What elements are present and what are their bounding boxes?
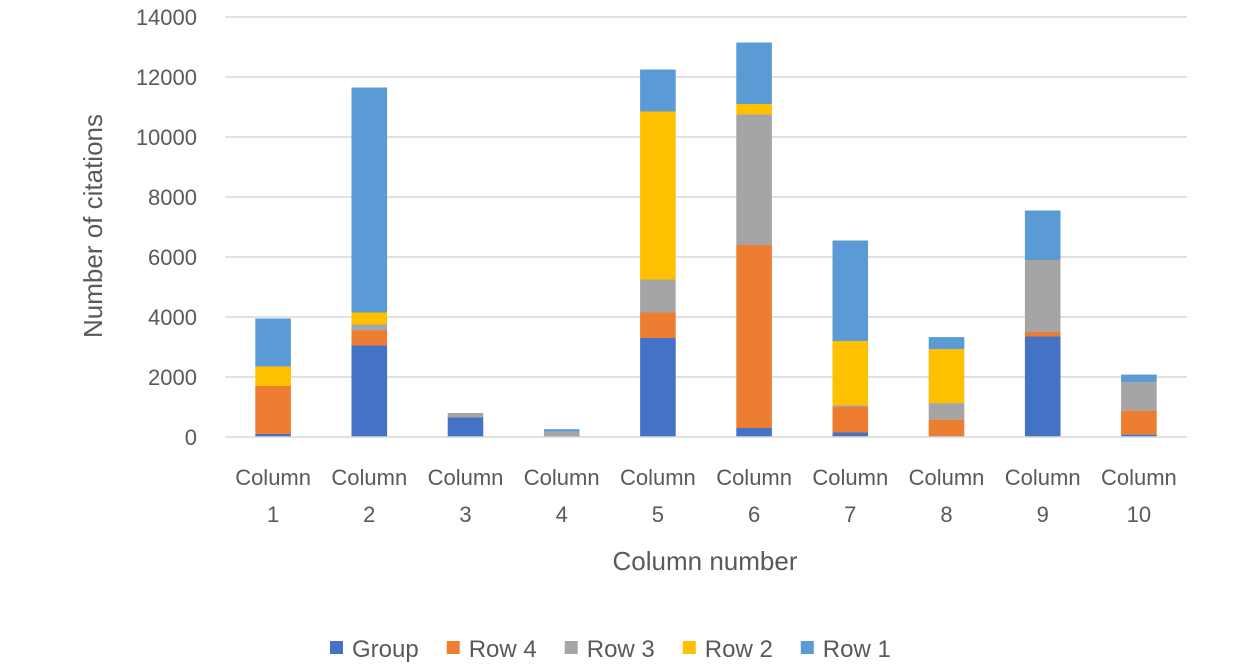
bar-segment [1121,410,1157,435]
bar-segment [640,69,676,112]
bar-segment [832,341,869,406]
bar-segment [928,337,965,350]
legend-swatch [564,641,578,654]
x-tick-label: Column [620,465,696,490]
bar-segment [640,338,676,437]
y-tick-label: 10000 [136,125,197,150]
bar-segment [832,432,869,437]
x-tick-label: Column [812,465,888,490]
y-tick-label: 8000 [148,185,197,210]
bar-segment [255,318,291,367]
bar-segment [640,111,676,280]
bar-segment [928,349,965,404]
legend-label: Row 4 [469,636,537,663]
bar-segment [351,324,388,331]
bar-segment [832,405,869,407]
y-tick-label: 12000 [136,65,197,90]
legend-swatch [800,641,814,654]
bar-segment [736,114,772,245]
x-tick-label: Column [716,465,792,490]
bar-segment [1024,260,1061,332]
bar-segment [351,87,388,313]
bar-segment [255,386,291,434]
bar-segment [351,330,388,346]
bar-segment [1121,374,1157,383]
bar-segment [928,403,965,420]
bar-segment [255,434,291,437]
bar-segment [928,419,965,437]
bar-segment [640,312,676,338]
x-tick-label: Column [428,465,504,490]
x-tick-label: 4 [556,502,568,527]
legend-label: Row 1 [823,636,891,663]
x-tick-label: Column [235,465,311,490]
bar-segment [1024,210,1061,260]
bar-segment [255,366,291,386]
bar-segment [736,104,772,115]
bar-segment [1121,382,1157,411]
x-axis-ticks: Column 1 Column 2 Column 3 Column 4 Column 5 Colum… [235,465,1177,527]
x-tick-label: 9 [1037,502,1049,527]
legend-swatch [330,641,343,654]
bar-segment [351,345,388,437]
legend-label: Row 2 [705,636,773,663]
y-axis-title: Number of citations [78,114,108,338]
y-tick-label: 2000 [148,365,197,390]
legend-swatch [446,641,460,654]
bar-segment [447,417,484,437]
y-tick-label: 6000 [148,245,197,270]
bar-segment [1024,332,1061,337]
legend-label: Group [352,636,419,663]
x-tick-label: Column [524,465,600,490]
x-tick-label: Column [331,465,407,490]
x-tick-label: Column [1005,465,1081,490]
x-tick-label: 10 [1127,502,1151,527]
y-tick-label: 14000 [136,5,197,30]
bar-segment [736,428,772,437]
legend: Group Row 4 Row 3 Row 2 Row 1 [330,636,891,663]
bar-segment [736,245,772,428]
legend-label: Row 3 [587,636,655,663]
x-tick-label: 5 [652,502,664,527]
legend-swatch [682,641,696,654]
x-tick-label: 8 [940,502,952,527]
bar-segment [447,413,484,418]
bar-segment [736,42,772,104]
bar-segment [640,279,676,313]
bar-segment [1024,336,1061,437]
y-tick-label: 0 [185,425,197,450]
x-tick-label: Column [909,465,985,490]
x-tick-label: 2 [363,502,375,527]
bar-segment [543,431,580,437]
x-tick-label: 3 [459,502,471,527]
bars [255,42,1157,437]
x-tick-label: 1 [267,502,279,527]
x-axis-title: Column number [613,546,798,576]
y-axis-ticks: 0 2000 4000 6000 8000 10000 12000 14000 [136,5,197,450]
bar-segment [832,240,869,341]
bar-segment [832,407,869,433]
bar-segment [543,429,580,432]
bar-segment [1121,434,1157,437]
x-tick-label: 7 [844,502,856,527]
x-tick-label: Column [1101,465,1177,490]
y-tick-label: 4000 [148,305,197,330]
bar-segment [351,312,388,325]
x-tick-label: 6 [748,502,760,527]
